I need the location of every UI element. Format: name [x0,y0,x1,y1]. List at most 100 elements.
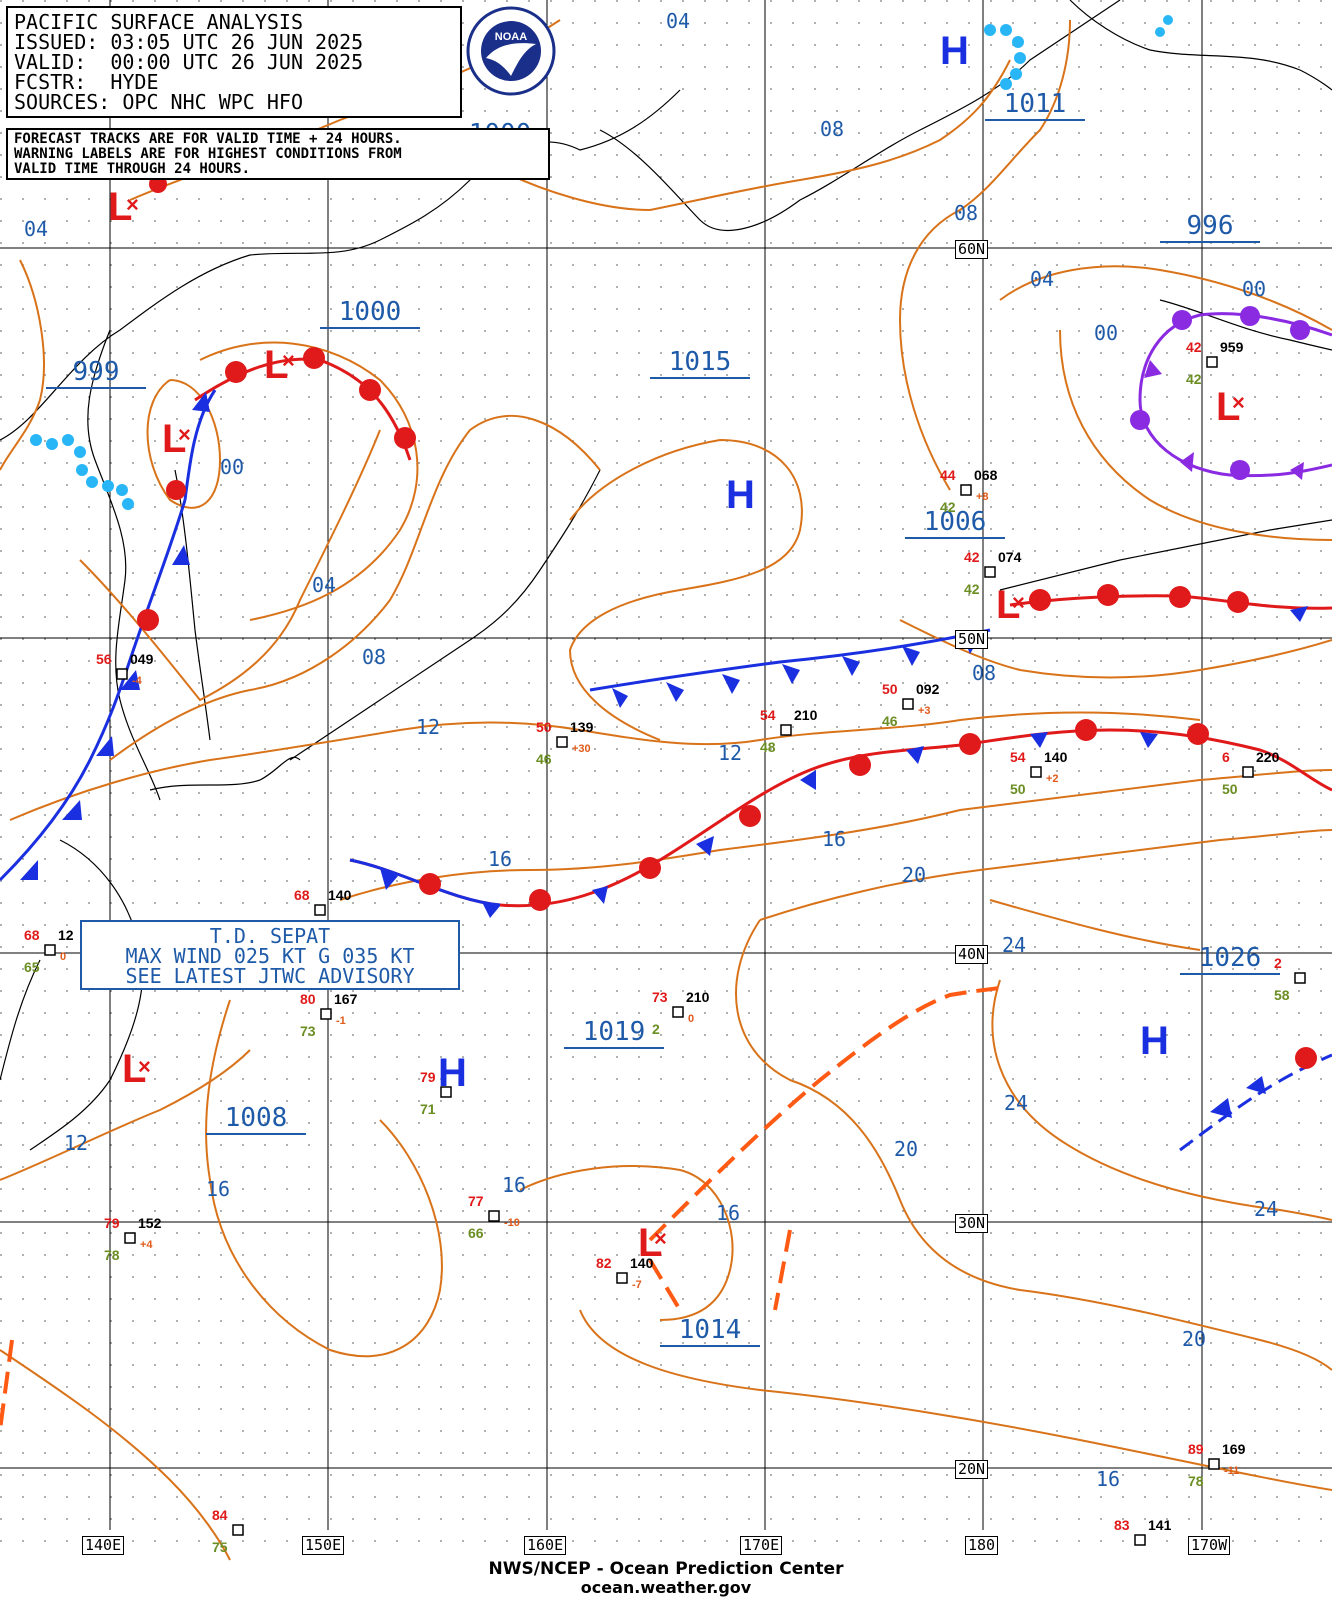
cold-symbol [172,545,190,565]
warm-symbol [225,361,247,383]
low-center-japan: L [122,1047,146,1091]
cold-front-se [1179,1053,1332,1152]
obs-temperature: 44 [940,467,956,483]
obs-temperature: 50 [536,719,552,735]
ship-observation: 79 71 [420,1069,452,1117]
header-title: PACIFIC SURFACE ANALYSIS [14,10,303,34]
cold-symbol [1290,606,1308,622]
obs-pressure: 220 [1256,749,1280,765]
dot-grid [0,0,1332,1555]
isobars [0,19,1332,1561]
station-marker [124,1232,136,1244]
ship-observation: 42 959 42 [1186,339,1244,387]
obs-pressure: 139 [570,719,594,735]
station-marker [1242,766,1254,778]
header-sources: SOURCES: OPC NHC WPC HFO [14,90,303,114]
lat-label-60n: 60N [955,240,989,259]
high-center-kamchatka: H [940,29,969,73]
obs-tendency: +2 [1046,773,1059,785]
isobar-label: 00 [1094,321,1118,345]
ship-observation: 83 141 [1114,1517,1172,1546]
ship-observation: 54 210 48 [760,707,818,755]
isobar-04-alaska [1059,329,1332,541]
cold-symbol [1246,1076,1266,1094]
pressure-value: 999 [73,357,120,387]
svg-text:×: × [138,1054,151,1079]
cold-front-symbols [20,392,1308,1118]
occluded-symbol [1130,410,1150,430]
warm-symbol [166,480,186,500]
obs-temperature: 80 [300,991,316,1007]
isobar-label: 12 [416,715,440,739]
obs-pressure: 074 [998,549,1022,565]
header-valid: VALID: 00:00 UTC 26 JUN 2025 [14,50,364,74]
isobar-label: 16 [716,1201,740,1225]
isobar-08-east [899,619,1332,679]
isobar-08-kamchatka [499,59,1011,212]
trough-sw-low [648,1258,682,1312]
obs-temperature: 73 [652,989,668,1005]
low-center-nw: L [108,185,132,229]
isobar-label: 24 [1002,933,1026,957]
coast-sakhalin [174,469,211,741]
warm-symbol [303,347,325,369]
isobar-1015-ring [568,438,803,741]
obs-temperature: 79 [104,1215,120,1231]
occluded-symbol [1172,310,1192,330]
low-center-alaska: L [1216,385,1240,429]
station-marker [314,904,326,916]
station-marker [960,484,972,496]
cold-symbol [906,746,924,764]
obs-temperature: 54 [760,707,776,723]
obs-temperature: 89 [1188,1441,1204,1457]
isobar-16-south [519,1165,734,1321]
lon-label-180: 180 [965,1536,999,1555]
warm-symbol [1169,586,1191,608]
pressure-value: 1015 [669,347,732,377]
svg-text:×: × [282,348,295,373]
obs-dewpoint: 46 [536,751,552,767]
warm-symbol [959,733,981,755]
advisory-max-wind: MAX WIND 025 KT G 035 KT [125,944,415,968]
obs-tendency: -10 [504,1217,520,1229]
occluded-symbol [1290,320,1310,340]
trough-south [773,1229,792,1311]
obs-pressure: 169 [1222,1441,1246,1457]
obs-dewpoint: 73 [300,1023,316,1039]
forecast-note: FORECAST TRACKS ARE FOR VALID TIME + 24 … [6,128,550,180]
obs-dewpoint: 75 [212,1539,228,1555]
warm-symbol [419,873,441,895]
occluded-front-symbols [1130,306,1310,480]
svg-text:×: × [178,422,191,447]
warm-symbol [1187,723,1209,745]
station-marker [320,1008,332,1020]
station-marker [44,944,56,956]
isobar-value-labels: 0404080804000000040812081216162024242012… [24,9,1278,1491]
cold-symbol [800,770,816,790]
cold-symbol [696,836,714,856]
station-marker [984,566,996,578]
obs-tendency: +30 [572,743,591,755]
obs-tendency: +8 [976,491,989,503]
coast-hokkaido [149,756,301,791]
isobar-label: 12 [64,1131,88,1155]
isobar-label: 20 [1182,1327,1206,1351]
obs-dewpoint: 2 [652,1021,660,1037]
obs-temperature: 79 [420,1069,436,1085]
ship-observation: 2 58 [1274,955,1306,1003]
isobar-16-north [339,769,1332,901]
obs-tendency: +3 [918,705,931,717]
obs-temperature: 50 [882,681,898,697]
isobar-label: 00 [1242,277,1266,301]
ship-observation: 54 140 50 +2 [1010,749,1068,797]
isobar-20-north [759,829,1332,921]
cold-symbol [380,868,398,890]
isobar-label: 24 [1004,1091,1028,1115]
isobar-1000-loop [199,341,419,621]
cold-symbol [96,736,114,756]
isobar-label: 04 [1030,267,1054,291]
footer-agency: NWS/NCEP - Ocean Prediction Center [488,1559,844,1579]
cold-symbol [592,886,608,904]
ship-observation: 6 220 50 [1222,749,1280,797]
